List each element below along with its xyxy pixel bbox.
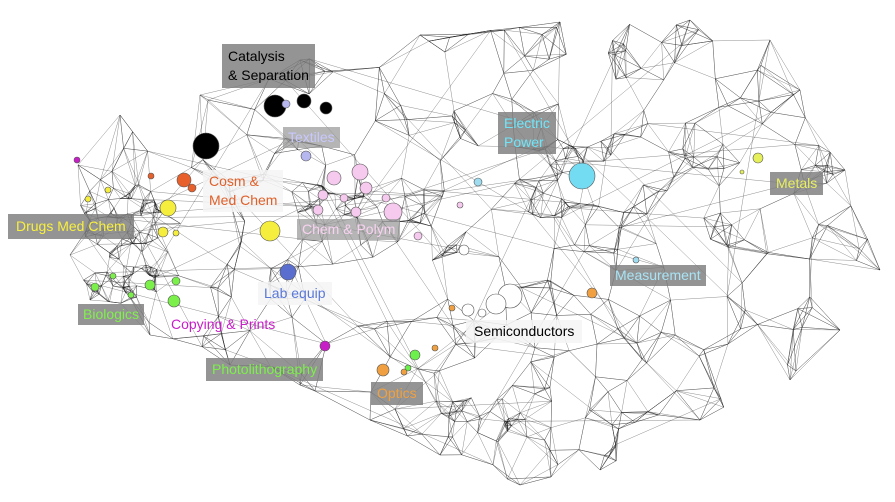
node-copying [74, 157, 80, 163]
node-chem [414, 232, 422, 240]
node-drugs [173, 230, 179, 236]
node-cosm [188, 184, 196, 192]
node-optics [587, 288, 597, 298]
node-chem [457, 202, 463, 208]
cluster-label-textiles: Textiles [283, 127, 340, 148]
cluster-label-cosm-med-chem: Cosm & Med Chem [203, 170, 283, 212]
node-drugs [158, 227, 168, 237]
node-optics [401, 369, 407, 375]
node-copying [320, 341, 330, 351]
node-chem [382, 194, 390, 202]
node-textiles [282, 100, 290, 108]
node-cosm [148, 173, 154, 179]
node-biologics [172, 277, 180, 285]
cluster-label-semiconductors: Semiconductors [466, 320, 582, 343]
node-chem [318, 190, 328, 200]
node-catalysis [320, 102, 332, 114]
node-drugs [260, 221, 280, 241]
edge-mesh [70, 20, 880, 485]
node-electric [569, 163, 595, 189]
node-metals [740, 170, 744, 174]
node-measurement [474, 178, 482, 186]
node-cosm [177, 173, 191, 187]
cluster-label-metals: Metals [770, 172, 823, 195]
node-chem [360, 182, 372, 194]
cluster-label-photolithography: Photolithography [206, 358, 323, 381]
node-catalysis [193, 133, 219, 159]
node-biologics [145, 280, 155, 290]
node-drugs [105, 187, 111, 193]
node-chem [313, 205, 323, 215]
node-optics [377, 364, 389, 376]
node-drugs [85, 196, 91, 202]
node-biologics [168, 295, 180, 307]
node-chem [351, 207, 361, 217]
node-semiconductors [486, 294, 506, 314]
node-optics [449, 305, 455, 311]
node-textiles [301, 151, 311, 161]
cluster-label-electric-power: Electric Power [498, 112, 556, 154]
node-biologics [110, 273, 116, 279]
cluster-label-chem-polym: Chem & Polym [297, 219, 400, 240]
node-optics [432, 345, 438, 351]
node-chem [352, 164, 368, 180]
node-photolithography [410, 350, 420, 360]
network-edges [70, 20, 880, 485]
cluster-label-measurement: Measurement [610, 265, 706, 286]
node-biologics [128, 292, 134, 298]
node-measurement [633, 257, 639, 263]
node-chem [340, 194, 348, 202]
cluster-label-lab-equip: Lab equip [258, 282, 332, 305]
node-labequip [280, 264, 296, 280]
node-drugs [160, 200, 176, 216]
node-catalysis [297, 94, 311, 108]
node-chem [327, 171, 341, 185]
node-metals [753, 153, 763, 163]
node-semiconductors [462, 304, 474, 316]
cluster-label-copying-prints: Copying & Prints [166, 314, 280, 335]
node-semiconductors [459, 245, 469, 255]
cluster-label-biologics: Biologics [78, 304, 144, 325]
node-biologics [91, 283, 99, 291]
cluster-label-drugs-med-chem: Drugs Med Chem [8, 214, 134, 239]
cluster-label-catalysis: Catalysis & Separation [222, 44, 315, 88]
cluster-label-optics: Optics [371, 382, 423, 405]
node-semiconductors [478, 309, 486, 317]
